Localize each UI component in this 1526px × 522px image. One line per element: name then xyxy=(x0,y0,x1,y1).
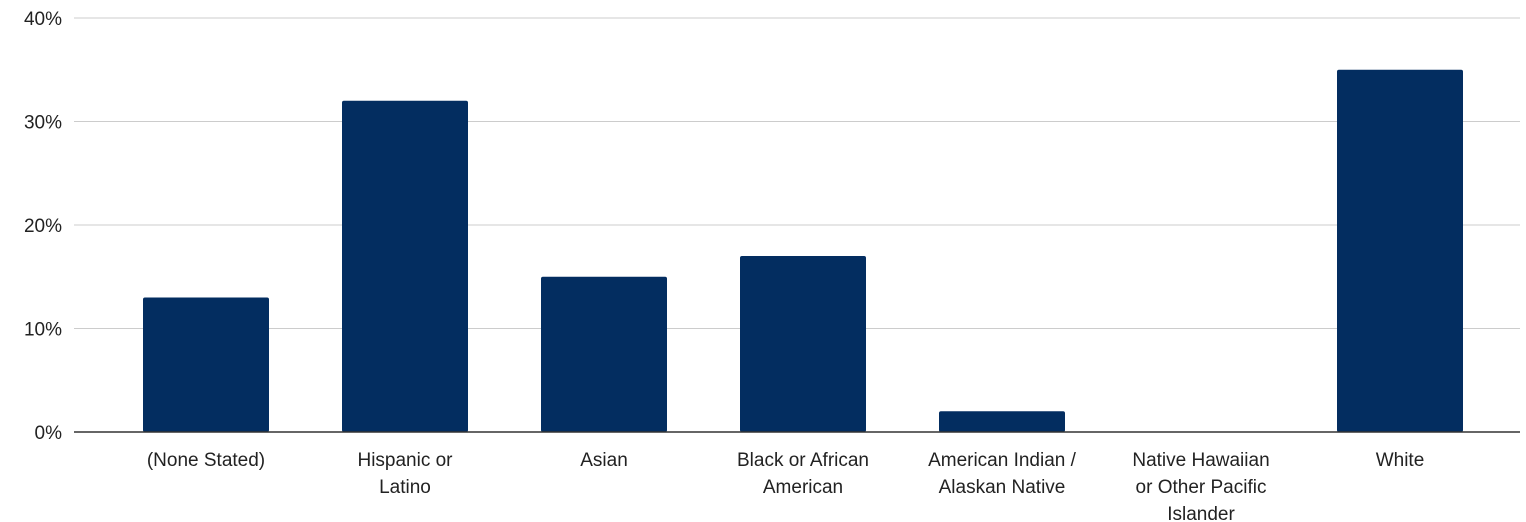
x-category-label: (None Stated) xyxy=(147,450,265,471)
bar-1: Hispanic or Latino: 32% xyxy=(342,100,468,433)
y-tick-label: 0% xyxy=(35,423,63,444)
x-category-label: Black or African American xyxy=(737,450,869,498)
x-category-label: White xyxy=(1376,450,1425,471)
bar-2: Asian: 15% xyxy=(541,276,667,432)
x-category-label: Asian xyxy=(580,450,628,471)
y-axis-tick-labels: 0% 10% 20% 30% 40% xyxy=(24,9,62,444)
y-tick-label: 40% xyxy=(24,9,62,30)
bar-0: (None Stated): 13% xyxy=(143,297,269,432)
x-category-label: Hispanic or Latino xyxy=(357,450,453,498)
y-tick-label: 20% xyxy=(24,216,62,237)
bar-4: American Indian / Alaskan Native: 2% xyxy=(939,411,1065,432)
x-axis-category-labels: (None Stated) Hispanic or Latino Asian Black… xyxy=(147,450,1424,522)
bars: (None Stated): 13% Hispanic or Latino: 32… xyxy=(143,69,1463,433)
y-tick-label: 10% xyxy=(24,320,62,341)
x-category-label: Native Hawaiian or Other Pacific Islander xyxy=(1132,450,1269,522)
bar-3: Black or African American: 17% xyxy=(740,256,866,432)
y-tick-label: 30% xyxy=(24,113,62,134)
x-category-label: American Indian / Alaskan Native xyxy=(928,450,1077,498)
bar-6: White: 35% xyxy=(1337,69,1463,432)
